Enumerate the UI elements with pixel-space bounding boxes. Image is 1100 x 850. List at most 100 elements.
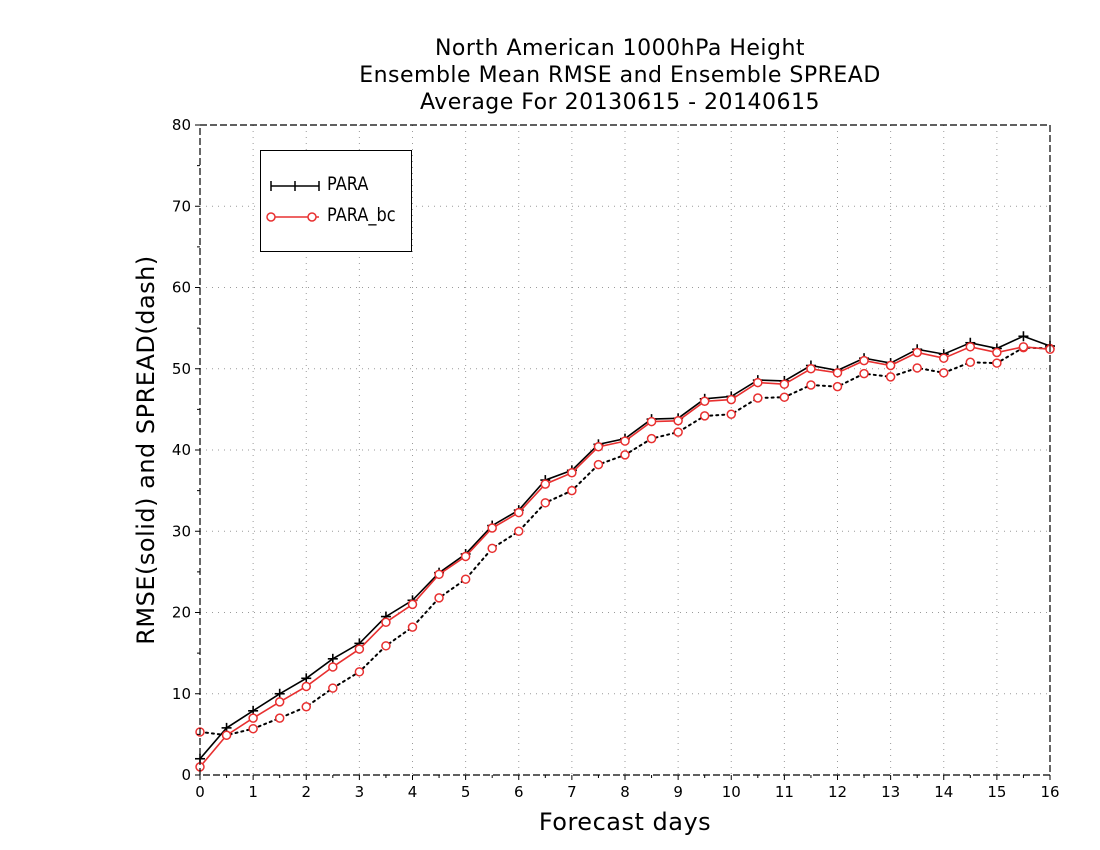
legend-label-para: PARA bbox=[327, 173, 369, 195]
point-para-bc-spread bbox=[593, 459, 604, 470]
point-para-bc bbox=[832, 368, 843, 378]
point-para-bc bbox=[221, 730, 232, 740]
point-para-bc-spread bbox=[699, 411, 710, 421]
series-layer bbox=[195, 331, 1055, 772]
legend: PARA PARA_bc bbox=[260, 150, 412, 252]
point-para-bc bbox=[992, 347, 1002, 358]
x-tick-label: 6 bbox=[514, 783, 524, 801]
grid-lines bbox=[200, 125, 1050, 775]
x-tick-label: 0 bbox=[195, 783, 205, 801]
point-para-bc bbox=[699, 396, 710, 406]
x-tick-label: 1 bbox=[248, 783, 258, 801]
point-para-bc bbox=[779, 379, 790, 389]
axis-ticks: 0 1 2 3 4 5 6 7 8 9 10 11 12 13 14 15 160102030405060708… bbox=[172, 116, 1060, 801]
x-tick-label: 5 bbox=[461, 783, 471, 801]
point-para-bc bbox=[753, 377, 763, 388]
point-para-bc-spread bbox=[859, 368, 869, 379]
x-tick-label: 13 bbox=[881, 783, 900, 801]
point-para-bc-spread bbox=[381, 641, 391, 651]
legend-swatch-para bbox=[270, 181, 320, 191]
point-para bbox=[301, 673, 312, 684]
point-para-bc bbox=[381, 617, 391, 627]
x-tick-label: 2 bbox=[301, 783, 311, 801]
point-para-bc-spread bbox=[248, 723, 258, 734]
y-axis-label: RMSE(solid) and SPREAD(dash) bbox=[132, 255, 160, 645]
y-tick-label: 10 bbox=[172, 685, 191, 703]
point-para-bc-spread bbox=[806, 380, 816, 390]
legend-label-para-bc: PARA_bc bbox=[327, 204, 396, 226]
y-tick-label: 60 bbox=[172, 279, 191, 297]
x-tick-label: 12 bbox=[828, 783, 847, 801]
point-para-bc-spread bbox=[779, 392, 790, 402]
y-tick-label: 20 bbox=[172, 604, 191, 622]
x-tick-label: 7 bbox=[567, 783, 577, 801]
point-para-bc-spread bbox=[407, 622, 418, 632]
point-para-bc bbox=[460, 551, 471, 562]
chart-title-line-2: Ensemble Mean RMSE and Ensemble SPREAD bbox=[359, 63, 881, 88]
legend-swatch-para-bc bbox=[266, 212, 319, 222]
point-para-bc bbox=[673, 416, 683, 426]
point-para-bc bbox=[1018, 342, 1029, 352]
point-para-bc bbox=[567, 468, 577, 478]
y-tick-label: 70 bbox=[172, 197, 191, 215]
point-para bbox=[274, 688, 285, 699]
point-para-bc bbox=[407, 599, 418, 610]
point-para-bc bbox=[434, 569, 444, 580]
chart-title-line-3: Average For 20130615 - 20140615 bbox=[419, 90, 821, 115]
point-para-bc-spread bbox=[992, 358, 1002, 368]
series-line-para-bc bbox=[199, 345, 1051, 768]
point-para-bc bbox=[274, 697, 285, 707]
point-para-bc-spread bbox=[965, 357, 976, 367]
point-para-bc-spread bbox=[301, 702, 311, 712]
point-para-bc bbox=[514, 507, 524, 518]
chart-title-line-1: North American 1000hPa Height bbox=[434, 36, 806, 61]
point-para-bc-spread bbox=[673, 427, 683, 437]
point-para-bc-spread bbox=[885, 372, 896, 382]
point-para-bc bbox=[965, 342, 976, 352]
y-tick-label: 40 bbox=[172, 441, 191, 459]
point-para-bc bbox=[859, 355, 869, 366]
y-tick-label: 30 bbox=[172, 522, 191, 540]
point-para-bc bbox=[806, 364, 816, 374]
x-tick-label: 14 bbox=[934, 783, 953, 801]
point-para-bc-spread bbox=[434, 593, 444, 603]
point-para-bc bbox=[248, 713, 258, 723]
point-para-bc bbox=[540, 479, 551, 489]
point-para bbox=[327, 653, 338, 664]
point-para-bc bbox=[726, 394, 736, 405]
point-para-bc-spread bbox=[567, 485, 577, 496]
point-para-bc-spread bbox=[646, 433, 657, 444]
y-tick-label: 0 bbox=[181, 766, 191, 784]
point-para-bc-spread bbox=[328, 683, 338, 693]
point-para-bc-spread bbox=[753, 393, 763, 403]
point-para-bc-spread bbox=[354, 667, 365, 677]
x-tick-label: 9 bbox=[673, 783, 683, 801]
point-para-bc-spread bbox=[540, 498, 551, 508]
point-para-bc-spread bbox=[912, 363, 922, 373]
point-para-bc bbox=[328, 662, 338, 672]
point-para-bc bbox=[620, 436, 630, 446]
x-tick-label: 11 bbox=[775, 783, 794, 801]
point-para-bc bbox=[646, 416, 657, 427]
x-tick-label: 4 bbox=[408, 783, 418, 801]
x-tick-label: 15 bbox=[987, 783, 1006, 801]
point-para-bc bbox=[593, 442, 604, 452]
point-para-bc bbox=[885, 360, 896, 371]
x-tick-label: 10 bbox=[722, 783, 741, 801]
point-para-bc-spread bbox=[726, 409, 736, 419]
point-para-bc bbox=[912, 347, 922, 358]
point-para-bc-spread bbox=[620, 450, 630, 460]
x-tick-label: 16 bbox=[1040, 783, 1059, 801]
x-tick-label: 3 bbox=[355, 783, 365, 801]
point-para-bc-spread bbox=[514, 526, 524, 536]
y-tick-label: 80 bbox=[172, 116, 191, 134]
point-para-bc bbox=[354, 644, 365, 654]
x-axis-label: Forecast days bbox=[538, 808, 712, 836]
point-para-bc-spread bbox=[832, 381, 843, 392]
point-para-bc-spread bbox=[460, 574, 471, 584]
point-para-bc bbox=[301, 681, 311, 692]
x-tick-label: 8 bbox=[620, 783, 630, 801]
point-para-bc-spread bbox=[487, 543, 497, 554]
point-para-bc bbox=[487, 523, 497, 533]
